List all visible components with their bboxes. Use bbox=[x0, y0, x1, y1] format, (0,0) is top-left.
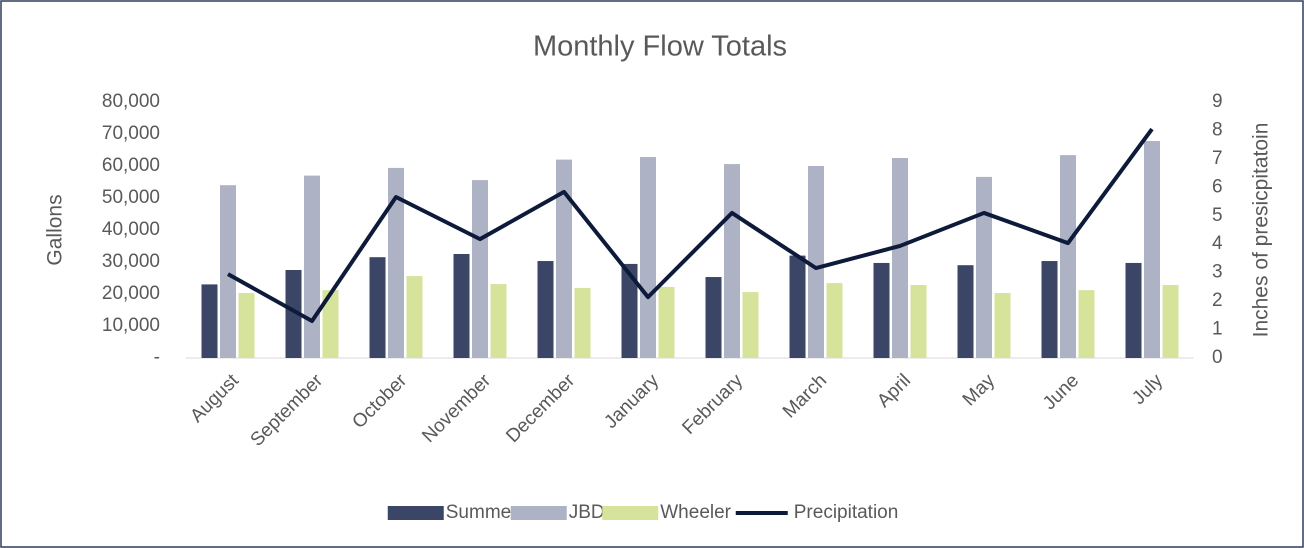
line bbox=[227, 127, 1154, 324]
bar bbox=[1125, 262, 1142, 358]
bar bbox=[322, 290, 339, 358]
y2-tick-label: 4 bbox=[1212, 233, 1223, 254]
bar bbox=[201, 284, 218, 358]
bar bbox=[742, 292, 759, 358]
bar bbox=[285, 270, 302, 358]
y-tick-label: 40,000 bbox=[102, 219, 160, 240]
y-tick-label: 50,000 bbox=[102, 187, 160, 208]
bar bbox=[724, 164, 740, 358]
bar bbox=[537, 261, 554, 358]
bar bbox=[1041, 261, 1058, 358]
bar bbox=[220, 185, 236, 358]
bar bbox=[910, 285, 927, 358]
legend-swatch bbox=[387, 506, 444, 520]
bar bbox=[574, 287, 591, 358]
bar bbox=[490, 284, 507, 358]
y-tick-label: - bbox=[154, 347, 160, 368]
y2-tick-label: 1 bbox=[1212, 319, 1223, 340]
y-tick-label: 20,000 bbox=[102, 283, 160, 304]
bar bbox=[705, 277, 722, 358]
y2-tick-label: 2 bbox=[1212, 290, 1223, 311]
bar bbox=[472, 180, 488, 358]
bar bbox=[957, 265, 974, 358]
bar bbox=[640, 157, 656, 358]
bar bbox=[1144, 141, 1160, 358]
y2-axis-title: Inches of presicpitatoin bbox=[1250, 123, 1273, 338]
y2-tick-label: 8 bbox=[1212, 119, 1223, 140]
y2-tick-label: 7 bbox=[1212, 148, 1223, 169]
y-tick-label: 30,000 bbox=[102, 251, 160, 272]
bar bbox=[873, 262, 890, 358]
bar bbox=[304, 175, 320, 358]
bar bbox=[238, 293, 255, 358]
bar bbox=[1060, 155, 1076, 358]
bar bbox=[808, 166, 824, 358]
bar bbox=[976, 176, 992, 358]
bar bbox=[826, 283, 843, 358]
bar bbox=[1078, 290, 1095, 358]
y-tick-label: 60,000 bbox=[102, 155, 160, 176]
y-tick-label: 80,000 bbox=[102, 91, 160, 112]
y2-tick-label: 9 bbox=[1212, 91, 1223, 112]
y2-tick-label: 0 bbox=[1212, 347, 1223, 368]
bar bbox=[789, 255, 806, 358]
legend-label: Wheeler bbox=[660, 502, 731, 523]
legend-swatch bbox=[602, 506, 659, 520]
bar bbox=[994, 293, 1011, 358]
bar bbox=[453, 254, 470, 358]
y2-tick-label: 5 bbox=[1212, 205, 1223, 226]
y-tick-label: 70,000 bbox=[102, 123, 160, 144]
legend-label: JBD bbox=[569, 502, 605, 523]
bar bbox=[406, 276, 423, 358]
bar bbox=[369, 257, 386, 358]
y2-tick-label: 6 bbox=[1212, 176, 1223, 197]
legend-swatch bbox=[510, 506, 567, 520]
bar bbox=[892, 158, 908, 358]
bar bbox=[1162, 285, 1179, 358]
legend-label: Summer bbox=[446, 502, 518, 523]
legend-label: Precipitation bbox=[794, 502, 899, 523]
y2-tick-label: 3 bbox=[1212, 262, 1223, 283]
bar bbox=[658, 286, 675, 358]
bar bbox=[621, 263, 638, 358]
bar bbox=[388, 167, 404, 358]
y-tick-label: 10,000 bbox=[102, 315, 160, 336]
bar bbox=[556, 159, 572, 358]
chart-title: Monthly Flow Totals bbox=[533, 31, 787, 63]
y-axis-title: Gallons bbox=[44, 194, 67, 265]
